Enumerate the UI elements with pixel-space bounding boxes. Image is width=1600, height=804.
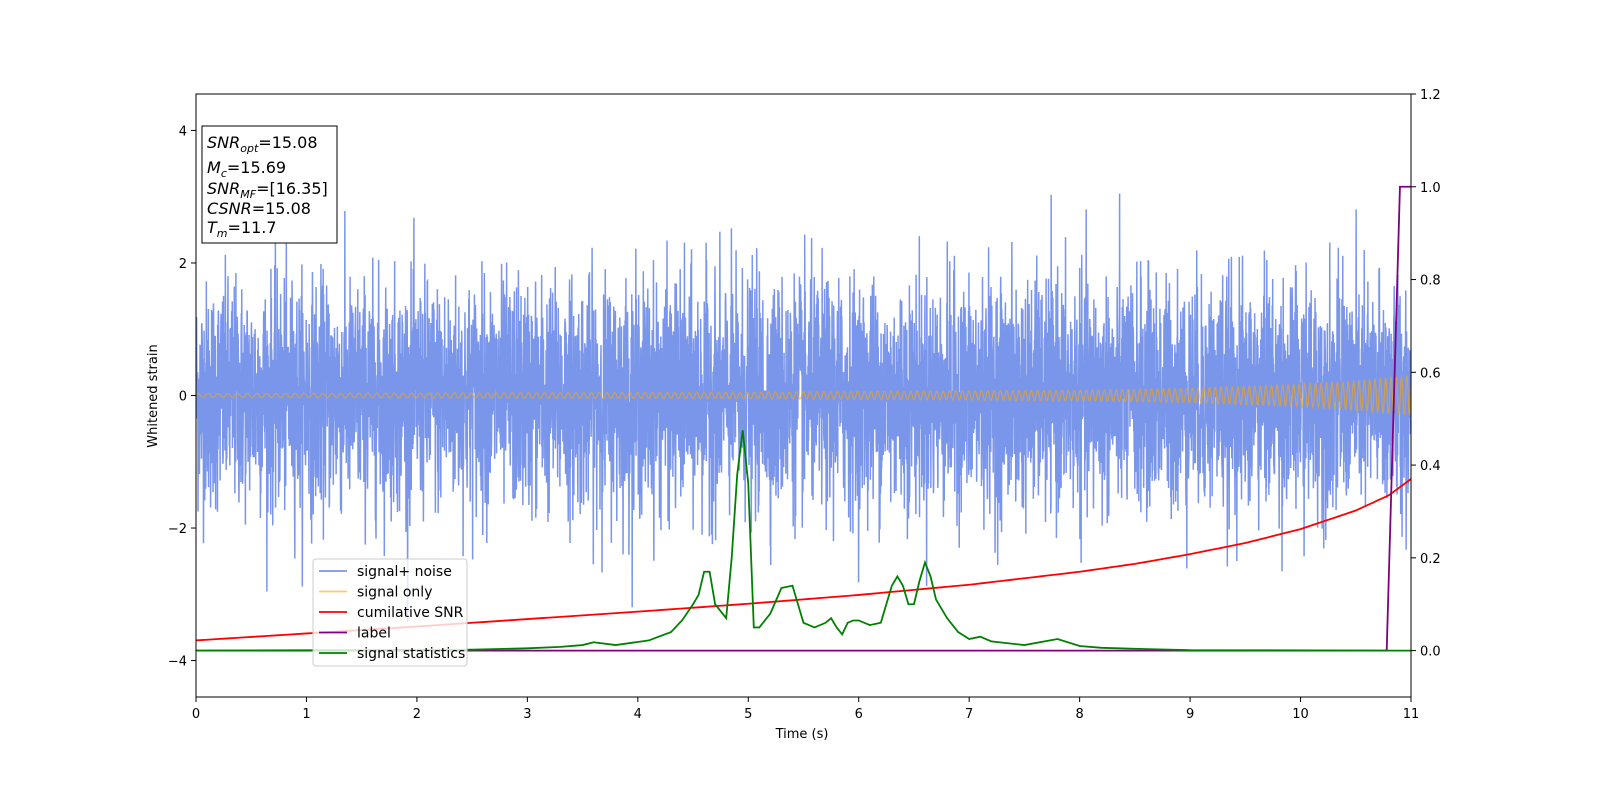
series-signal-statistics-line [196, 430, 1411, 652]
x-tick-label: 9 [1186, 707, 1194, 722]
legend-signal-only-label: signal only [357, 585, 432, 601]
y-right-tick-label: 0.0 [1420, 645, 1441, 660]
x-tick-label: 5 [744, 707, 752, 722]
stats-box-frame [201, 125, 338, 244]
stats-snr-mf: SNRMF=[16.35] [207, 179, 328, 201]
stats-snr-opt-subscript: opt [240, 142, 259, 155]
y-right-tick-label: 0.6 [1420, 366, 1441, 381]
x-tick-label: 8 [1075, 707, 1083, 722]
legend-frame [312, 558, 468, 667]
stats-chirp-mass: Mc=15.69 [207, 158, 286, 180]
axes-layer: 0 1 2 3 4 5 6 7 8 9 10 11 −4 −2 0 2 4 0.0 0.2 0.4 0.6 0.8 1.0 1… [168, 88, 1441, 722]
legend-label-label: label [357, 626, 391, 642]
x-tick-label: 6 [855, 707, 863, 722]
stats-snr-mf-value: =[16.35] [256, 179, 328, 198]
y-right-tick-label: 0.8 [1420, 274, 1441, 289]
stats-snr-opt: SNRopt=15.08 [207, 133, 318, 155]
stats-snr-opt-symbol: SNR [207, 133, 240, 152]
y-right-tick-label: 0.4 [1420, 459, 1441, 474]
stats-chirp-mass-value: =15.69 [227, 158, 286, 177]
stats-snr-mf-symbol: SNR [207, 179, 240, 198]
y-left-tick-label: 4 [179, 124, 187, 139]
y-right-tick-label: 1.0 [1420, 181, 1441, 196]
series-signal-only-line [196, 374, 1411, 417]
stats-snr-mf-subscript: MF [240, 188, 256, 201]
legend-cumulative-snr-label: cumilative SNR [357, 605, 464, 621]
series-signal-noise-line [196, 193, 1411, 623]
stats-csnr-symbol: CSNR [207, 199, 252, 218]
stats-snr-opt-value: =15.08 [258, 133, 317, 152]
x-tick-label: 0 [192, 707, 200, 722]
y-left-tick-label: 0 [179, 390, 187, 405]
stats-chirp-mass-symbol: M [207, 158, 221, 177]
y-left-tick-label: −4 [168, 655, 187, 670]
x-tick-label: 10 [1292, 707, 1309, 722]
legend-signal-noise-label: signal+ noise [357, 564, 452, 580]
x-tick-label: 4 [634, 707, 642, 722]
stats-tm: Tm=11.7 [207, 218, 277, 240]
y-axis-title: Whitened strain [146, 344, 161, 447]
stats-csnr: CSNR=15.08 [207, 199, 311, 218]
stats-chirp-mass-subscript: c [221, 167, 227, 180]
stats-tm-subscript: m [217, 227, 228, 240]
y-left-tick-label: 2 [179, 257, 187, 272]
stats-tm-value: =11.7 [228, 218, 277, 237]
y-right-tick-label: 1.2 [1420, 88, 1441, 103]
x-tick-label: 2 [413, 707, 421, 722]
legend-signal-statistics-label: signal statistics [357, 646, 465, 662]
x-axis-title: Time (s) [775, 727, 829, 742]
series-label-line [196, 185, 1411, 652]
y-left-tick-label: −2 [168, 522, 187, 537]
stats-box: SNRopt=15.08Mc=15.69SNRMF=[16.35]CSNR=15… [201, 125, 338, 244]
x-tick-label: 3 [523, 707, 531, 722]
x-tick-label: 7 [965, 707, 973, 722]
stats-csnr-value: =15.08 [252, 199, 311, 218]
stats-tm-symbol: T [207, 218, 218, 237]
x-tick-label: 11 [1403, 707, 1420, 722]
x-tick-label: 1 [302, 707, 310, 722]
y-right-tick-label: 0.2 [1420, 552, 1441, 567]
legend: signal+ noise signal only cumilative SNR la… [312, 558, 468, 667]
